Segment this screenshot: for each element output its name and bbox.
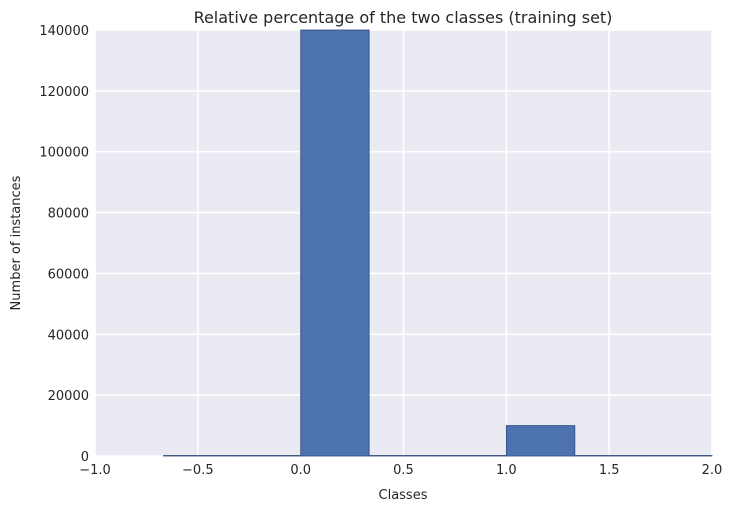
y-tick-label: 140000 <box>39 24 89 39</box>
chart-title: Relative percentage of the two classes (… <box>194 8 613 27</box>
x-tick-label: 0.5 <box>393 463 414 478</box>
y-tick-label: 60000 <box>48 267 89 282</box>
y-tick-label: 40000 <box>48 328 89 343</box>
bar-3 <box>368 455 439 457</box>
bar-6 <box>574 455 644 457</box>
y-tick-label: 120000 <box>39 85 89 100</box>
y-axis-label: Number of instances <box>9 175 24 310</box>
x-tick-label: 2.0 <box>702 463 723 478</box>
y-tick-label: 0 <box>81 450 89 465</box>
bar-5 <box>505 425 576 457</box>
y-tick-label: 100000 <box>39 146 89 161</box>
bar-1 <box>231 455 302 457</box>
x-tick-label: −1.0 <box>79 463 111 478</box>
bar-7 <box>643 455 713 457</box>
y-tick-label: 80000 <box>48 207 89 222</box>
x-tick-label: −0.5 <box>182 463 214 478</box>
y-tick-labels: 0 20000 40000 60000 80000 100000 120000 140000 <box>39 24 89 465</box>
x-tick-label: 1.5 <box>599 463 620 478</box>
bars-group <box>163 29 713 457</box>
x-tick-label: 0.0 <box>290 463 311 478</box>
bar-0 <box>163 455 233 457</box>
x-axis-label: Classes <box>379 488 428 503</box>
bar-2 <box>300 29 370 457</box>
x-tick-labels: −1.0 −0.5 0.0 0.5 1.0 1.5 2.0 <box>79 463 722 478</box>
y-tick-label: 20000 <box>48 389 89 404</box>
bar-4 <box>437 455 507 457</box>
x-tick-label: 1.0 <box>496 463 517 478</box>
